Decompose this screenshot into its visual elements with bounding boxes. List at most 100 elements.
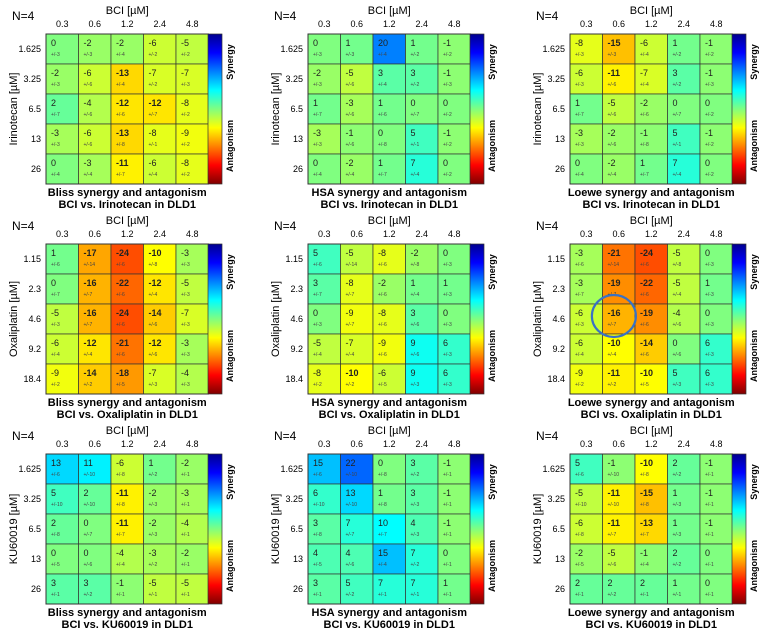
cell-value: -4 (673, 308, 681, 318)
cell-sd: +/-1 (181, 472, 190, 478)
cell-sd: +/-1 (149, 142, 158, 148)
cell-sd: +/-3 (673, 382, 682, 388)
cell-sd: +/-1 (181, 532, 190, 538)
cell-value: 1 (673, 578, 678, 588)
y-axis-label: Oxaliplatin [µM] (8, 281, 20, 357)
cell-value: -8 (181, 158, 189, 168)
heatmap-cell (307, 303, 341, 335)
heatmap-cell (699, 63, 733, 95)
cell-value: -14 (149, 308, 162, 318)
cell-value: -1 (705, 68, 713, 78)
heatmap-cell (340, 273, 374, 305)
heatmap-cell (405, 33, 439, 65)
cell-value: 5 (575, 458, 580, 468)
cell-sd: +/-7 (575, 112, 584, 118)
n-label: N=4 (12, 429, 35, 443)
cell-sd: +/-3 (443, 82, 452, 88)
x-tick-label: 0.6 (612, 229, 625, 239)
cell-value: -13 (116, 128, 129, 138)
heatmap-cell (667, 573, 701, 605)
heatmap-cell (45, 483, 79, 515)
cell-value: -5 (346, 68, 354, 78)
heatmap-cell (307, 363, 341, 395)
cell-value: -8 (346, 278, 354, 288)
cell-value: 0 (51, 158, 56, 168)
heatmap-cell (699, 543, 733, 575)
x-tick-label: 0.6 (88, 439, 101, 449)
cell-sd: +/-3 (411, 502, 420, 508)
cell-value: -8 (149, 128, 157, 138)
cell-value: -4 (181, 518, 189, 528)
cell-sd: +/-10 (346, 502, 358, 508)
cell-value: -3 (181, 488, 189, 498)
cell-value: 4 (346, 548, 351, 558)
y-tick-label: 3.25 (285, 494, 303, 504)
cell-sd: +/-7 (51, 112, 60, 118)
cell-sd: +/-7 (640, 172, 649, 178)
cell-sd: +/-2 (673, 472, 682, 478)
cell-sd: +/-3 (51, 82, 60, 88)
heatmap-cell (667, 333, 701, 365)
cell-sd: +/-2 (443, 172, 452, 178)
cell-sd: +/-2 (181, 172, 190, 178)
y-axis-label: KU60019 [µM] (8, 494, 20, 565)
cell-value: -5 (51, 308, 59, 318)
y-tick-label: 3.25 (285, 74, 303, 84)
cell-sd: +/-4 (411, 292, 420, 298)
cell-value: 0 (705, 98, 710, 108)
cell-value: 1 (673, 518, 678, 528)
heatmap-cell (143, 453, 177, 485)
x-tick-label: 2.4 (153, 229, 166, 239)
cell-sd: +/-4 (378, 562, 387, 568)
cell-sd: +/-7 (84, 322, 93, 328)
cell-sd: +/-2 (673, 52, 682, 58)
cell-value: -12 (149, 338, 162, 348)
cell-value: 1 (51, 248, 56, 258)
heatmap-cell (437, 273, 471, 305)
top-axis-label: BCI [µM] (106, 215, 149, 227)
cell-sd: +/-2 (673, 82, 682, 88)
y-axis-label: Irinotecan [µM] (270, 73, 282, 146)
x-tick-label: 0.6 (612, 439, 625, 449)
cell-sd: +/-4 (608, 352, 617, 358)
cell-value: 2 (84, 488, 89, 498)
cell-value: 0 (443, 548, 448, 558)
cell-value: -1 (705, 38, 713, 48)
heatmap-cell (110, 273, 144, 305)
cell-sd: +/-14 (84, 262, 96, 268)
y-tick-label: 1.15 (547, 254, 565, 264)
x-tick-label: 4.8 (448, 439, 461, 449)
cell-sd: +/-1 (443, 532, 452, 538)
cell-value: -1 (608, 458, 616, 468)
heatmap-cell (437, 153, 471, 185)
cell-sd: +/-4 (378, 82, 387, 88)
cell-sd: +/-4 (673, 292, 682, 298)
cell-value: -14 (84, 368, 97, 378)
cell-value: -8 (181, 98, 189, 108)
cell-sd: +/-6 (116, 112, 125, 118)
heatmap-cell (699, 363, 733, 395)
cell-value: -3 (313, 128, 321, 138)
heatmap-cell (667, 543, 701, 575)
y-tick-label: 26 (293, 584, 303, 594)
cell-sd: +/-4 (84, 352, 93, 358)
cell-sd: +/-3 (313, 82, 322, 88)
cell-sd: +/-6 (116, 352, 125, 358)
y-tick-label: 9.2 (28, 344, 41, 354)
x-tick-label: 0.6 (350, 439, 363, 449)
heatmap-cell (45, 33, 79, 65)
heatmap-cell (437, 63, 471, 95)
cell-sd: +/-3 (346, 52, 355, 58)
heatmap-cell (699, 93, 733, 125)
heatmap-cell (78, 513, 112, 545)
cell-sd: +/-8 (116, 142, 125, 148)
top-axis-label: BCI [µM] (630, 425, 673, 437)
y-axis-label: KU60019 [µM] (270, 494, 282, 565)
cell-value: -5 (575, 488, 583, 498)
colorbar (207, 453, 223, 605)
cell-value: -1 (443, 488, 451, 498)
cell-value: -19 (640, 308, 653, 318)
y-tick-label: 26 (293, 164, 303, 174)
y-axis-label: Irinotecan [µM] (532, 73, 544, 146)
panel-title: Bliss synergy and antagonism (48, 187, 207, 199)
